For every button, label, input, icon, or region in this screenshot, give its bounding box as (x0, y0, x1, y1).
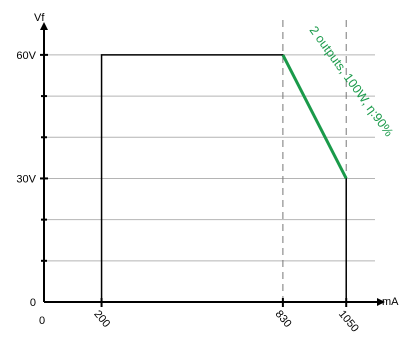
y-tick-label: 30V (16, 173, 36, 185)
label-layer: 0 30V 60V 0 200 830 1050 (16, 50, 360, 335)
x-axis-title: mA (382, 296, 399, 308)
y-axis-arrow (40, 22, 48, 30)
x-tick-label: 0 (39, 315, 45, 327)
x-tick-label: 200 (91, 308, 112, 330)
x-tick-label: 1050 (336, 308, 361, 334)
y-axis-title: Vf (34, 12, 45, 24)
series-annotation: 2 outputs, 100W, η:90% (307, 24, 396, 140)
y-tick-label: 60V (16, 50, 36, 62)
axis-layer (40, 22, 385, 307)
grid-layer (44, 54, 375, 262)
y-tick-label: 0 (30, 297, 36, 309)
power-limit-series (281, 54, 348, 180)
x-axis-arrow (377, 298, 385, 306)
x-tick-label: 830 (273, 308, 294, 330)
series-layer (100, 54, 348, 302)
